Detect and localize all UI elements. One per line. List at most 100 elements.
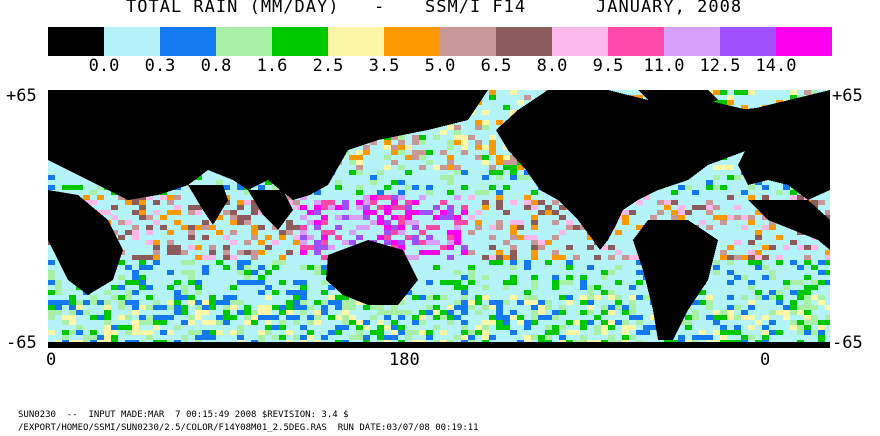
- rain-cell: [608, 305, 615, 310]
- rain-cell: [97, 300, 104, 305]
- rain-cell: [573, 330, 580, 335]
- rain-cell: [398, 220, 405, 225]
- rain-cell: [748, 305, 755, 310]
- rain-cell: [573, 320, 580, 325]
- rain-cell: [370, 195, 377, 200]
- rain-cell: [328, 230, 335, 235]
- rain-cell: [468, 195, 475, 200]
- rain-cell: [524, 195, 531, 200]
- rain-cell: [251, 230, 258, 235]
- rain-cell: [286, 290, 293, 295]
- rain-cell: [76, 305, 83, 310]
- rain-cell: [370, 175, 377, 180]
- rain-cell: [804, 295, 811, 300]
- rain-cell: [426, 150, 433, 155]
- rain-cell: [566, 260, 573, 265]
- title-product: TOTAL RAIN (MM/DAY): [126, 0, 340, 17]
- rain-cell: [629, 325, 636, 330]
- rain-cell: [300, 225, 307, 230]
- rain-cell: [293, 335, 300, 340]
- rain-cell: [349, 315, 356, 320]
- rain-cell: [790, 95, 797, 100]
- rain-cell: [454, 285, 461, 290]
- rain-cell: [657, 210, 664, 215]
- rain-cell: [321, 215, 328, 220]
- rain-cell: [160, 330, 167, 335]
- rain-cell: [713, 270, 720, 275]
- rain-cell: [97, 195, 104, 200]
- rain-cell: [405, 330, 412, 335]
- rain-cell: [573, 225, 580, 230]
- rain-cell: [230, 295, 237, 300]
- rain-cell: [230, 240, 237, 245]
- lon-label-right: 0: [760, 350, 771, 370]
- rain-cell: [601, 305, 608, 310]
- rain-cell: [321, 270, 328, 275]
- rain-cell: [328, 295, 335, 300]
- rain-cell: [790, 305, 797, 310]
- rain-cell: [706, 205, 713, 210]
- rain-cell: [524, 295, 531, 300]
- rain-cell: [398, 165, 405, 170]
- rain-cell: [748, 335, 755, 340]
- rain-cell: [377, 220, 384, 225]
- rain-cell: [104, 210, 111, 215]
- rain-cell: [741, 215, 748, 220]
- rain-cell: [678, 205, 685, 210]
- rain-cell: [83, 335, 90, 340]
- rain-cell: [342, 205, 349, 210]
- rain-cell: [251, 210, 258, 215]
- rain-cell: [405, 310, 412, 315]
- se-asia-land: [248, 190, 293, 230]
- rain-cell: [552, 330, 559, 335]
- rain-cell: [412, 135, 419, 140]
- rain-cell: [720, 325, 727, 330]
- rain-cell: [825, 280, 830, 285]
- rain-cell: [139, 275, 146, 280]
- rain-cell: [111, 295, 118, 300]
- rain-cell: [433, 265, 440, 270]
- rain-cell: [531, 245, 538, 250]
- rain-cell: [384, 210, 391, 215]
- rain-cell: [818, 300, 825, 305]
- rain-cell: [335, 215, 342, 220]
- rain-cell: [489, 150, 496, 155]
- rain-cell: [636, 320, 643, 325]
- rain-cell: [349, 305, 356, 310]
- rain-cell: [510, 200, 517, 205]
- rain-cell: [790, 325, 797, 330]
- rain-cell: [300, 195, 307, 200]
- rain-cell: [307, 265, 314, 270]
- rain-cell: [335, 225, 342, 230]
- rain-cell: [454, 225, 461, 230]
- rain-cell: [412, 330, 419, 335]
- rain-cell: [391, 180, 398, 185]
- rain-cell: [419, 210, 426, 215]
- rain-cell: [811, 315, 818, 320]
- rain-cell: [734, 305, 741, 310]
- title-dash: -: [374, 0, 386, 17]
- rain-cell: [713, 330, 720, 335]
- rain-cell: [69, 295, 76, 300]
- rain-cell: [356, 185, 363, 190]
- rain-cell: [671, 200, 678, 205]
- rain-cell: [580, 310, 587, 315]
- rain-cell: [503, 165, 510, 170]
- rain-cell: [776, 190, 783, 195]
- rain-cell: [62, 300, 69, 305]
- rain-cell: [307, 210, 314, 215]
- rain-cell: [489, 95, 496, 100]
- rain-cell: [118, 220, 125, 225]
- rain-cell: [559, 205, 566, 210]
- rain-cell: [524, 300, 531, 305]
- rain-cell: [300, 240, 307, 245]
- rain-cell: [195, 225, 202, 230]
- rain-cell: [594, 325, 601, 330]
- rain-cell: [482, 190, 489, 195]
- rain-cell: [342, 310, 349, 315]
- rain-cell: [349, 230, 356, 235]
- rain-cell: [405, 210, 412, 215]
- rain-cell: [251, 250, 258, 255]
- rain-cell: [531, 190, 538, 195]
- rain-cell: [426, 280, 433, 285]
